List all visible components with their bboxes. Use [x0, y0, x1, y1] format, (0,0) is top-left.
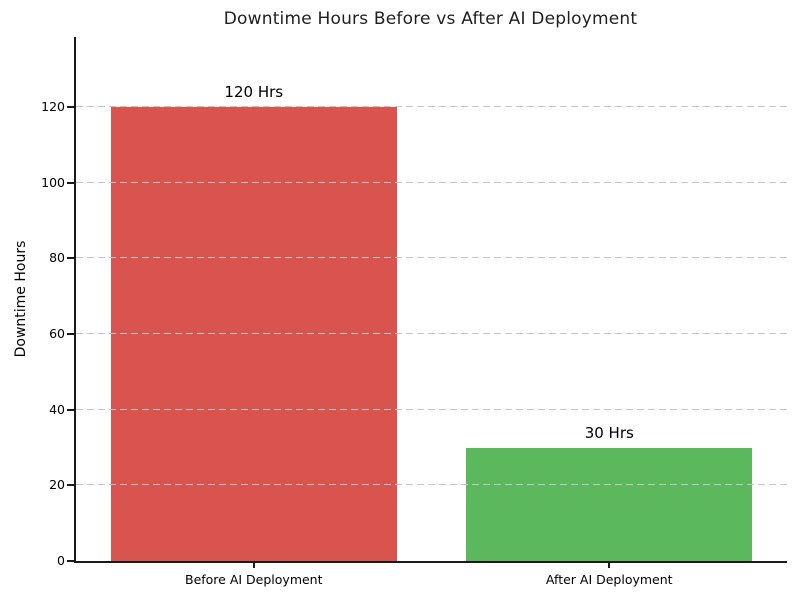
- y-tick-mark-60: [67, 333, 74, 335]
- y-tick-label-120: 120: [41, 99, 65, 114]
- y-tick-label-100: 100: [41, 174, 65, 190]
- y-tick-label-40: 40: [49, 401, 65, 417]
- x-tick-mark-before-ai-deployment: [252, 563, 255, 568]
- gridline-20: [76, 484, 787, 486]
- gridline-60: [76, 333, 787, 334]
- x-tick-label-after-ai-deployment: After AI Deployment: [545, 572, 673, 587]
- gridline-100: [76, 181, 787, 183]
- y-tick-mark-120: [67, 106, 74, 108]
- y-tick-label-20: 20: [49, 477, 65, 493]
- y-tick-mark-20: [67, 484, 74, 487]
- y-tick-mark-80: [67, 257, 74, 260]
- bar-before-ai-deployment: [110, 107, 397, 561]
- gridline-120: [76, 106, 787, 107]
- gridline-40: [76, 408, 787, 410]
- bar-value-label-after-ai-deployment: 30 Hrs: [584, 423, 634, 442]
- y-tick-label-80: 80: [49, 250, 65, 266]
- plot-area: 120 Hrs Before AI Deployment 30 Hrs After A…: [41, 37, 787, 587]
- bar-after-ai-deployment: [466, 447, 753, 561]
- y-tick-mark-40: [67, 408, 74, 411]
- chart-title: Downtime Hours Before vs After AI Deploy…: [223, 9, 638, 29]
- bar-value-label-before-ai-deployment: 120 Hrs: [224, 83, 284, 101]
- y-tick-label-60: 60: [49, 326, 65, 341]
- x-tick-label-before-ai-deployment: Before AI Deployment: [184, 572, 323, 587]
- x-tick-mark-after-ai-deployment: [608, 563, 611, 568]
- y-tick-mark-0: [67, 560, 74, 562]
- y-tick-mark-100: [67, 181, 74, 184]
- gridline-80: [76, 257, 787, 259]
- y-tick-label-0: 0: [57, 553, 65, 568]
